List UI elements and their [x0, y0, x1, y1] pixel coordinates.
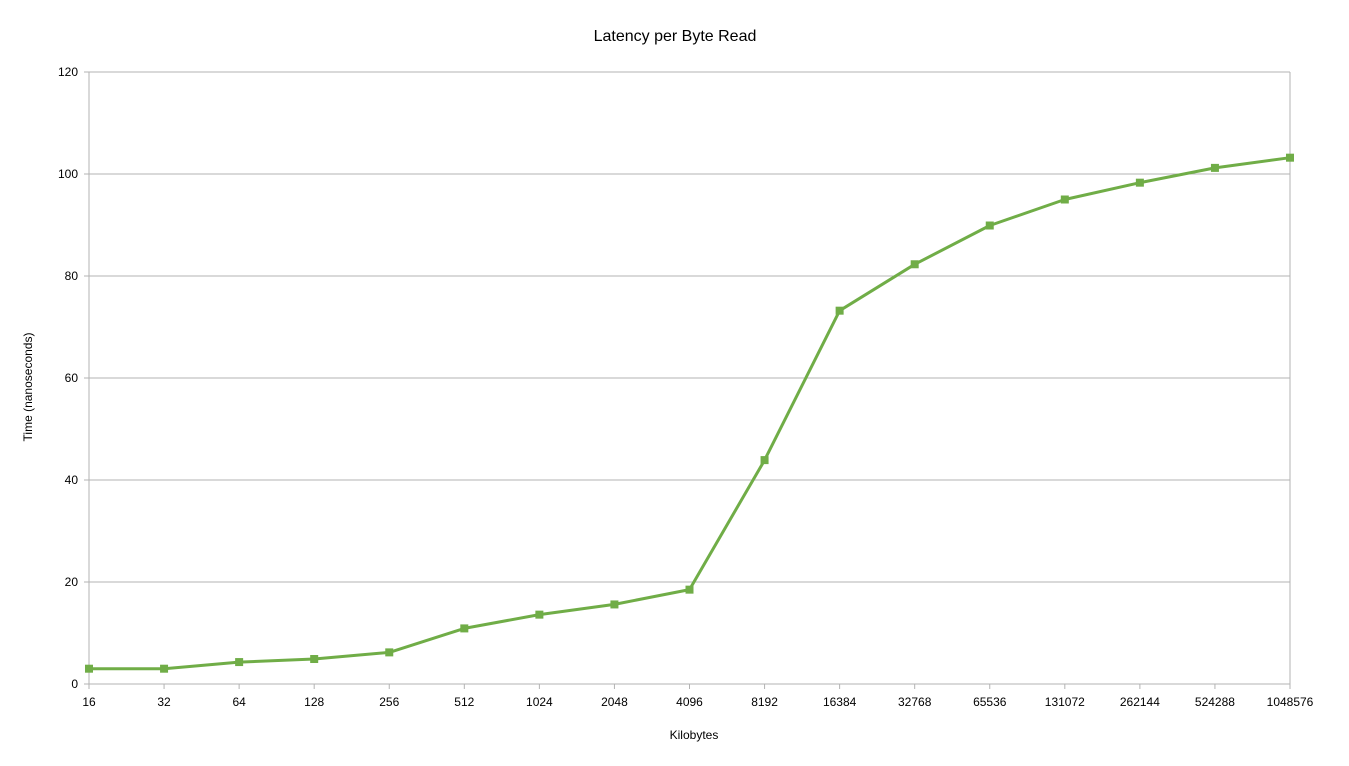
x-tick-label: 32768	[898, 695, 932, 709]
x-tick-label: 2048	[601, 695, 628, 709]
y-axis-label: Time (nanoseconds)	[21, 333, 35, 442]
data-point	[535, 610, 544, 619]
grid-lines	[89, 71, 1290, 583]
x-tick-label: 16	[82, 695, 96, 709]
x-tick-label: 131072	[1045, 695, 1085, 709]
x-tick-label: 262144	[1120, 695, 1160, 709]
x-tick-label: 256	[379, 695, 399, 709]
x-tick-labels: 16 32 64 128 256 512 1024 2048 4096 8192 16384 3276…	[82, 695, 1313, 709]
x-tick-label: 65536	[973, 695, 1007, 709]
data-point	[835, 306, 844, 315]
series	[85, 153, 1294, 673]
y-tick-labels: 0 20 40 60 80 100 120	[58, 65, 78, 691]
x-tick-label: 16384	[823, 695, 857, 709]
axes	[84, 71, 1291, 689]
data-point	[310, 655, 319, 664]
x-tick-label: 8192	[751, 695, 778, 709]
data-point	[1135, 178, 1144, 187]
y-tick-label: 100	[58, 167, 78, 181]
y-tick-label: 120	[58, 65, 78, 79]
x-tick-label: 128	[304, 695, 324, 709]
data-point	[760, 456, 769, 465]
y-tick-label: 80	[65, 269, 79, 283]
data-point	[160, 664, 169, 673]
x-tick-label: 4096	[676, 695, 703, 709]
data-point	[910, 260, 919, 269]
x-tick-label: 32	[157, 695, 171, 709]
y-tick-label: 0	[71, 677, 78, 691]
data-point	[1286, 153, 1294, 162]
data-point	[460, 624, 469, 633]
data-point	[610, 600, 619, 609]
data-point	[235, 658, 244, 667]
data-point	[685, 585, 694, 594]
chart-title: Latency per Byte Read	[594, 28, 757, 45]
x-tick-label: 64	[232, 695, 246, 709]
y-tick-label: 60	[65, 371, 79, 385]
x-tick-label: 512	[454, 695, 474, 709]
x-tick-label: 1048576	[1267, 695, 1314, 709]
x-axis-label: Kilobytes	[670, 728, 719, 742]
data-point	[985, 221, 994, 230]
data-point	[85, 664, 93, 673]
data-point	[385, 648, 394, 657]
x-tick-label: 1024	[526, 695, 553, 709]
x-tick-label: 524288	[1195, 695, 1235, 709]
data-point	[1060, 195, 1069, 204]
data-point	[1210, 163, 1219, 172]
y-tick-label: 20	[65, 575, 79, 589]
y-tick-label: 40	[65, 473, 79, 487]
